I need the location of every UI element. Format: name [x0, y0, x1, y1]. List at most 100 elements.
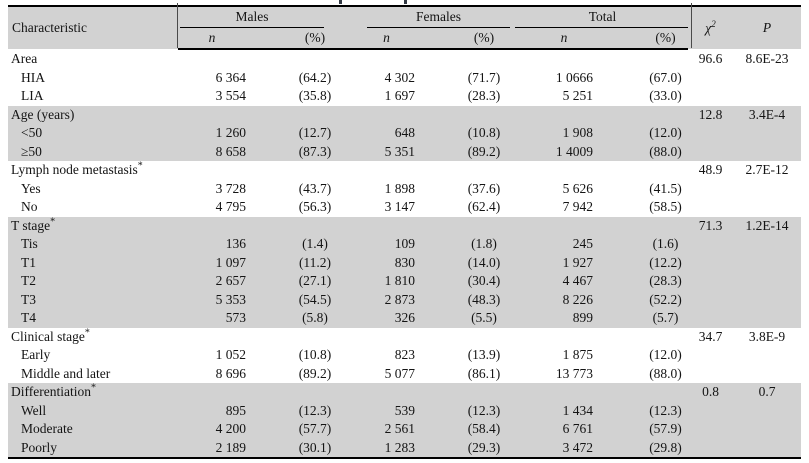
f-pct-cell: (1.8) — [421, 235, 535, 254]
empty-cell — [535, 216, 599, 235]
t-n-cell: 1 908 — [535, 124, 599, 143]
f-n-cell: 539 — [358, 401, 421, 420]
t-n-cell: 3 472 — [535, 438, 599, 458]
m-pct-cell: (12.3) — [252, 401, 358, 420]
m-n-cell: 6 364 — [215, 69, 246, 85]
chi2-value-lymph-node-metastasis: 48.9 — [698, 162, 723, 177]
cropped-caption-fragment — [339, 0, 342, 4]
section-label-lymph-node-metastasis: Lymph node metastasis* — [11, 160, 143, 177]
data-row: Moderate 4 200 (57.7) 2 561 (58.4) 6 761 (57.9… — [8, 420, 801, 439]
section-row-lymph-node-metastasis: Lymph node metastasis* 48.9 2.7E-12 — [8, 161, 801, 180]
chi2-value-clinical-stage: 34.7 — [698, 328, 723, 344]
col-group-males: Males — [178, 6, 358, 28]
empty-cell — [178, 49, 252, 69]
m-n-cell: 2 657 — [178, 272, 252, 291]
header-sub-row: n (%) n (%) n (%) — [8, 28, 801, 50]
t-pct-cell: (12.2) — [599, 253, 688, 272]
empty-cell — [733, 290, 801, 309]
empty-cell — [688, 198, 733, 217]
f-pct-cell: (86.1) — [467, 365, 501, 381]
p-value-clinical-stage: 3.8E-9 — [748, 328, 786, 344]
m-n-cell: 5 353 — [178, 290, 252, 309]
col-group-females: Females — [358, 6, 535, 28]
p-value-area: 8.6E-23 — [745, 50, 789, 66]
total-group-label: Total — [515, 8, 690, 28]
t-pct-cell: (5.7) — [599, 309, 688, 328]
t-pct-cell: (12.0) — [649, 347, 682, 362]
col-header-males-n: n — [178, 28, 252, 50]
m-pct-cell: (35.8) — [298, 88, 332, 103]
empty-cell — [688, 87, 733, 106]
section-row-clinical-stage: Clinical stage* 34.7 3.8E-9 — [8, 328, 801, 347]
f-pct-cell: (13.9) — [467, 347, 501, 362]
m-pct-cell: (11.2) — [252, 253, 358, 272]
empty-cell — [535, 161, 599, 180]
f-n-cell: 4 302 — [384, 69, 415, 85]
m-n-cell: 136 — [178, 235, 252, 254]
p-value-differentiation: 0.7 — [733, 383, 801, 402]
empty-cell — [733, 69, 801, 88]
f-n-cell: 1 283 — [358, 438, 421, 458]
p-glyph: P — [762, 20, 772, 35]
empty-cell — [688, 401, 733, 420]
f-n-cell: 109 — [358, 235, 421, 254]
col-header-chi-squared: χ2 — [688, 6, 733, 49]
m-n-cell: 1 260 — [178, 124, 252, 143]
row-label: T2 — [8, 272, 178, 291]
m-pct-cell: (54.5) — [252, 290, 358, 309]
empty-cell — [688, 124, 733, 143]
empty-cell — [733, 142, 801, 161]
empty-cell — [252, 216, 358, 235]
empty-cell — [733, 401, 801, 420]
section-row-area: Area 96.6 8.6E-23 — [8, 49, 801, 69]
t-n-cell: 5 626 — [562, 180, 593, 196]
footnote-asterisk: * — [137, 160, 143, 172]
m-pct-cell: (12.7) — [252, 124, 358, 143]
m-pct-cell: (57.7) — [252, 420, 358, 439]
section-label-area: Area — [11, 50, 38, 66]
data-row: T2 2 657 (27.1) 1 810 (30.4) 4 467 (28.3) — [8, 272, 801, 291]
col-header-females-n: n — [358, 28, 421, 50]
f-pct-cell: (58.4) — [421, 420, 535, 439]
row-label: T1 — [8, 253, 178, 272]
section-label-age: Age (years) — [8, 105, 178, 124]
t-n-cell: 13 773 — [555, 365, 593, 381]
data-row: LIA 3 554 (35.8) 1 697 (28.3) 5 251 (33.0) — [8, 87, 801, 106]
demographics-statistics-table: Characteristic Males Females Total χ2 P … — [8, 5, 801, 459]
empty-cell — [535, 105, 599, 124]
row-label: <50 — [8, 124, 178, 143]
empty-cell — [688, 69, 733, 88]
empty-cell — [178, 383, 252, 402]
empty-cell — [733, 198, 801, 217]
empty-cell — [733, 253, 801, 272]
chi2-value-age: 12.8 — [688, 105, 733, 124]
f-n-cell: 2 561 — [358, 420, 421, 439]
t-n-cell: 6 761 — [535, 420, 599, 439]
t-pct-cell: (1.6) — [599, 235, 688, 254]
empty-cell — [358, 328, 421, 347]
col-group-total: Total — [515, 6, 690, 28]
col-header-characteristic: Characteristic — [8, 6, 178, 49]
header-group-row: Characteristic Males Females Total χ2 P — [8, 6, 801, 49]
m-pct-cell: (5.8) — [252, 309, 358, 328]
empty-cell — [599, 161, 688, 180]
empty-cell — [535, 383, 599, 402]
f-pct-cell: (30.4) — [421, 272, 535, 291]
row-label: ≥50 — [8, 142, 178, 161]
empty-cell — [252, 383, 358, 402]
t-n-cell: 899 — [535, 309, 599, 328]
t-n-cell: 245 — [535, 235, 599, 254]
m-n-cell: 1 097 — [178, 253, 252, 272]
t-n-cell: 1 434 — [535, 401, 599, 420]
females-group-label: Females — [367, 8, 510, 28]
empty-cell — [599, 328, 688, 347]
empty-cell — [688, 235, 733, 254]
p-value-age: 3.4E-4 — [733, 105, 801, 124]
m-n-cell: 573 — [178, 309, 252, 328]
section-row-differentiation: Differentiation* 0.8 0.7 — [8, 383, 801, 402]
chi-exponent: 2 — [711, 19, 716, 30]
cropped-caption-fragment — [404, 0, 407, 4]
t-n-cell: 8 226 — [535, 290, 599, 309]
row-label: Yes — [21, 180, 41, 196]
m-pct-cell: (30.1) — [252, 438, 358, 458]
